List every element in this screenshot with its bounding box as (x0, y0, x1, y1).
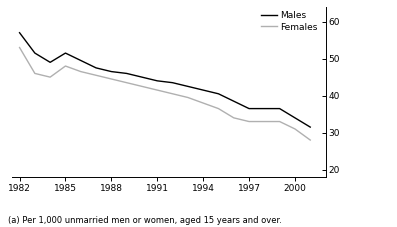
Females (216, 107, 221, 110)
Legend: Males, Females: Males, Females (261, 11, 318, 32)
Males (293, 116, 297, 119)
Females (63, 65, 68, 67)
Text: (a) Per 1,000 unmarried men or women, aged 15 years and over.: (a) Per 1,000 unmarried men or women, ag… (8, 216, 282, 225)
Males (262, 107, 267, 110)
Males (185, 85, 190, 88)
Females (201, 102, 206, 104)
Line: Females: Females (19, 47, 310, 140)
Females (94, 74, 98, 77)
Males (48, 61, 52, 64)
Males (277, 107, 282, 110)
Females (109, 78, 114, 80)
Females (33, 72, 37, 75)
Males (247, 107, 251, 110)
Females (262, 120, 267, 123)
Females (140, 85, 145, 88)
Males (63, 52, 68, 54)
Females (185, 96, 190, 99)
Males (201, 89, 206, 91)
Females (170, 92, 175, 95)
Females (124, 81, 129, 84)
Females (155, 89, 160, 91)
Text: rate: rate (364, 0, 383, 1)
Females (247, 120, 251, 123)
Females (308, 139, 312, 141)
Females (293, 128, 297, 130)
Females (78, 70, 83, 73)
Males (155, 79, 160, 82)
Males (33, 52, 37, 54)
Females (17, 46, 22, 49)
Males (140, 76, 145, 79)
Males (109, 70, 114, 73)
Males (94, 67, 98, 69)
Males (216, 92, 221, 95)
Males (78, 59, 83, 62)
Males (124, 72, 129, 75)
Males (308, 126, 312, 128)
Females (231, 116, 236, 119)
Males (170, 81, 175, 84)
Males (231, 100, 236, 103)
Females (277, 120, 282, 123)
Males (17, 31, 22, 34)
Females (48, 76, 52, 79)
Line: Males: Males (19, 33, 310, 127)
